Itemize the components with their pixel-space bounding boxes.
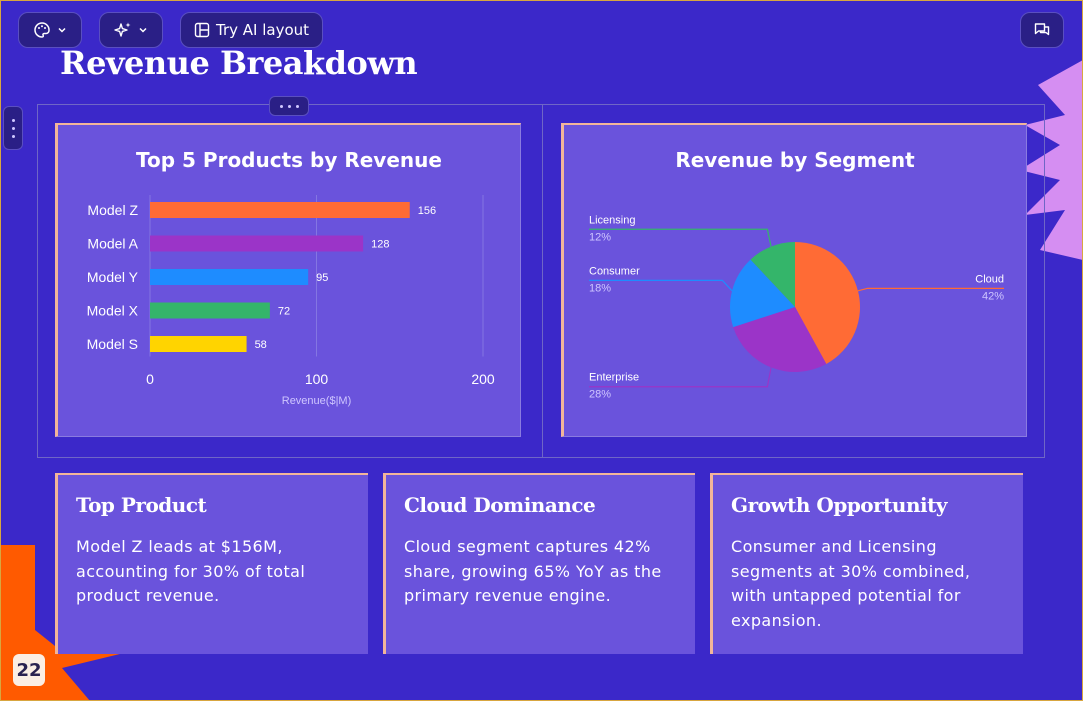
slice-label: Cloud (975, 273, 1004, 285)
x-tick-label: 100 (305, 371, 329, 387)
data-label: 72 (278, 306, 290, 318)
y-tick-label: Model Y (87, 269, 139, 285)
comments-button[interactable] (1020, 12, 1064, 48)
slice-label: Licensing (589, 214, 635, 226)
data-label: 58 (255, 339, 267, 351)
leader-line (589, 228, 772, 247)
bar (150, 235, 364, 252)
chart-group (37, 104, 1045, 458)
chevron-down-icon (58, 27, 66, 33)
chevron-down-icon (139, 27, 147, 33)
y-tick-label: Model A (87, 236, 138, 252)
x-axis-label: Revenue($|M) (282, 395, 352, 407)
pie-slice (733, 307, 827, 372)
card-title: Top Product (76, 493, 207, 517)
leader-line (857, 287, 1004, 292)
x-tick-label: 0 (146, 371, 154, 387)
leader-line (589, 279, 733, 292)
card-body: Consumer and Licensing segments at 30% c… (731, 537, 971, 630)
pie-chart-card: Revenue by Segment Cloud 42% Enterprise 28% C… (561, 123, 1027, 437)
layout-icon (194, 22, 210, 38)
leader-line (589, 367, 772, 388)
bar-chart-card: Top 5 Products by Revenue 0 100 200 Model Z 1… (55, 123, 521, 437)
group-handle[interactable] (269, 96, 309, 116)
data-label: 95 (316, 272, 328, 284)
chart-title: Revenue by Segment (675, 148, 915, 172)
y-tick-label: Model Z (87, 202, 138, 218)
insight-card-cloud-dominance: Cloud Dominance Cloud segment captures 4… (383, 473, 695, 654)
data-label: 156 (418, 205, 436, 217)
slice-value-label: 28% (589, 389, 611, 401)
page-title: Revenue Breakdown (60, 44, 418, 82)
bar-chart: Top 5 Products by Revenue 0 100 200 Model Z 1… (87, 148, 495, 407)
bar (150, 269, 309, 285)
page-number-badge: 22 (13, 654, 45, 686)
y-tick-label: Model S (87, 336, 138, 352)
insight-card-top-product: Top Product Model Z leads at $156M, acco… (55, 473, 368, 654)
slice-value-label: 12% (589, 231, 611, 243)
bar (150, 202, 410, 218)
theme-button[interactable] (18, 12, 82, 48)
card-body: Model Z leads at $156M, accounting for 3… (76, 537, 306, 605)
chart-divider (542, 105, 543, 457)
try-ai-layout-label: Try AI layout (215, 21, 310, 39)
x-tick-label: 200 (471, 371, 495, 387)
ai-magic-button[interactable] (99, 12, 163, 48)
palette-icon (34, 22, 50, 38)
pie-slice (730, 259, 795, 328)
pie-chart: Revenue by Segment Cloud 42% Enterprise 28% C… (589, 148, 1004, 401)
pink-burst-decoration (1020, 60, 1083, 260)
slice-label: Consumer (589, 265, 640, 277)
drag-handle[interactable] (3, 106, 23, 150)
pie-slice (795, 242, 860, 364)
pie-slice (750, 242, 795, 307)
card-title: Growth Opportunity (731, 493, 947, 517)
sparkle-icon (114, 22, 131, 37)
try-ai-layout-button[interactable]: Try AI layout (180, 12, 323, 48)
slice-label: Enterprise (589, 372, 639, 384)
chart-title: Top 5 Products by Revenue (136, 148, 442, 172)
bar (150, 302, 270, 319)
y-tick-label: Model X (87, 303, 139, 319)
insight-card-growth-opportunity: Growth Opportunity Consumer and Licensin… (710, 473, 1023, 654)
card-body: Cloud segment captures 42% share, growin… (404, 537, 662, 605)
bar (150, 336, 247, 352)
comment-icon (1034, 23, 1050, 36)
slice-value-label: 18% (589, 282, 611, 294)
slice-value-label: 42% (982, 290, 1004, 302)
card-title: Cloud Dominance (404, 493, 596, 517)
data-label: 128 (371, 239, 389, 251)
